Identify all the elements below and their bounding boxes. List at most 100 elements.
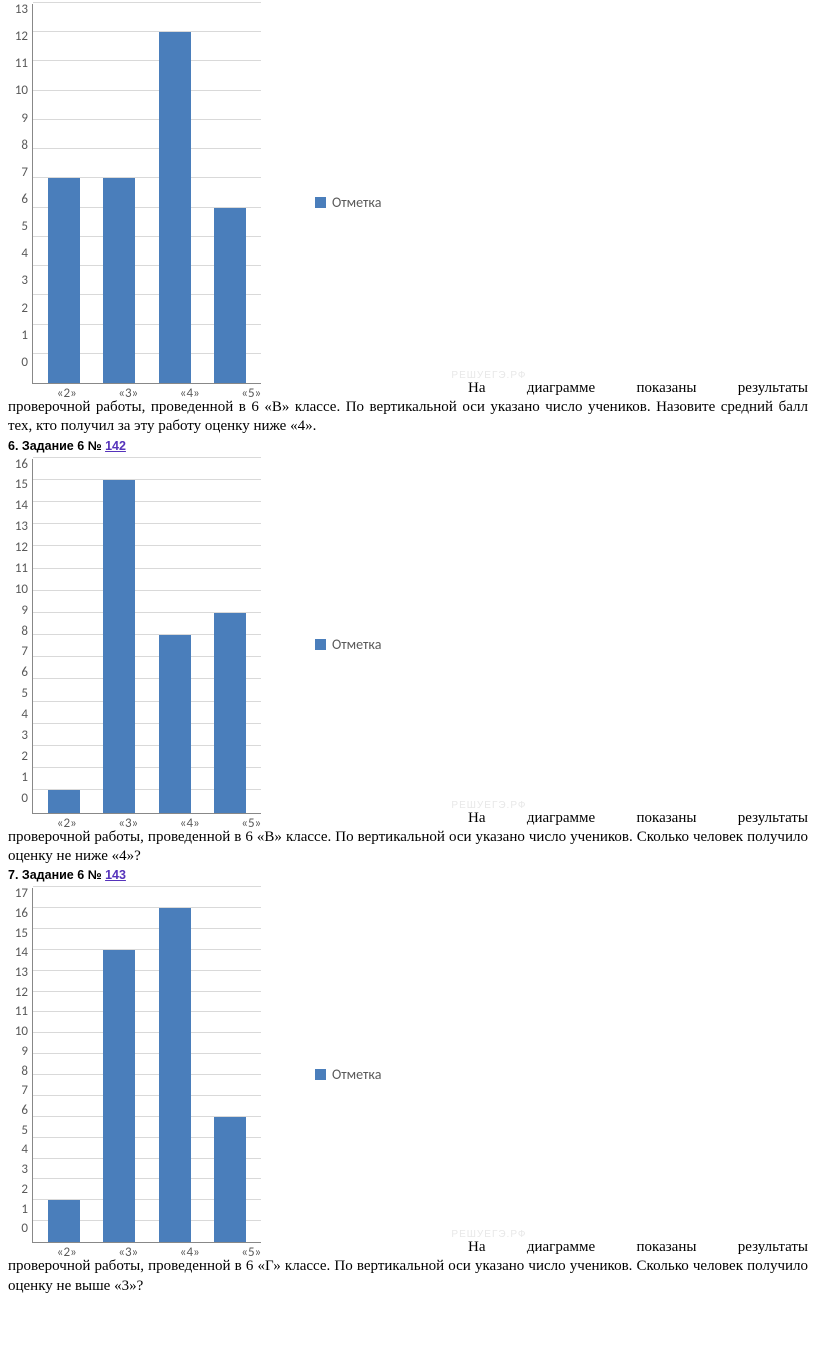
grid-line [33, 1053, 261, 1054]
y-tick-label: 14 [8, 506, 28, 527]
bar-chart: 01234567891011121314151617«2»«3»«4»«5» [8, 888, 285, 1260]
y-tick-label: 8 [8, 632, 28, 653]
bar [214, 1117, 246, 1242]
legend-label: Отметка [332, 194, 381, 211]
y-tick-label: 5 [8, 694, 28, 715]
y-tick-label: 15 [8, 485, 28, 506]
y-tick-label: 4 [8, 254, 28, 281]
grid-line [33, 148, 261, 149]
bar [159, 908, 191, 1242]
y-tick-label: 10 [8, 590, 28, 611]
y-tick-label: 13 [8, 10, 28, 37]
plot-area [33, 459, 261, 814]
y-tick-label: 0 [8, 1229, 28, 1249]
grid-line [33, 590, 261, 591]
task-body: проверочной работы, проведенной в 6 «В» … [8, 399, 808, 434]
bar [103, 950, 135, 1242]
y-tick-label: 0 [8, 799, 28, 820]
y-tick-label: 9 [8, 119, 28, 146]
grid-line [33, 568, 261, 569]
y-tick-label: 7 [8, 1091, 28, 1111]
bar [103, 178, 135, 383]
grid-line [33, 90, 261, 91]
y-tick-label: 1 [8, 778, 28, 799]
y-tick-label: 8 [8, 146, 28, 173]
bar [159, 32, 191, 383]
y-tick-label: 10 [8, 91, 28, 118]
y-tick-label: 15 [8, 934, 28, 954]
plot-area [33, 888, 261, 1243]
grid-line [33, 31, 261, 32]
grid-line [33, 501, 261, 502]
y-tick-label: 11 [8, 569, 28, 590]
bar [48, 178, 80, 383]
legend-label: Отметка [332, 1066, 381, 1083]
y-tick-label: 6 [8, 200, 28, 227]
grid-line [33, 991, 261, 992]
grid-line [33, 949, 261, 950]
grid-line [33, 886, 261, 887]
grid-line [33, 2, 261, 3]
y-tick-label: 0 [8, 363, 28, 390]
y-tick-label: 2 [8, 757, 28, 778]
grid-line [33, 1095, 261, 1096]
legend-swatch [315, 1069, 326, 1080]
plot-area [33, 4, 261, 384]
bar [48, 790, 80, 812]
y-tick-label: 3 [8, 281, 28, 308]
grid-line [33, 523, 261, 524]
grid-line [33, 970, 261, 971]
bar-chart: 012345678910111213«2»«3»«4»«5» [8, 4, 285, 401]
grid-line [33, 545, 261, 546]
y-axis: 012345678910111213 [8, 4, 33, 384]
y-tick-label: 7 [8, 652, 28, 673]
bar [214, 613, 246, 813]
y-axis: 012345678910111213141516 [8, 459, 33, 814]
legend-swatch [315, 197, 326, 208]
y-tick-label: 4 [8, 715, 28, 736]
bar-chart: 012345678910111213141516«2»«3»«4»«5» [8, 459, 285, 831]
task-heading-prefix: 7. Задание 6 № [8, 868, 105, 882]
y-tick-label: 12 [8, 37, 28, 64]
y-tick-label: 12 [8, 548, 28, 569]
y-axis: 01234567891011121314151617 [8, 888, 33, 1243]
y-tick-label: 11 [8, 1012, 28, 1032]
y-tick-label: 8 [8, 1072, 28, 1092]
y-tick-label: 5 [8, 227, 28, 254]
y-tick-label: 12 [8, 993, 28, 1013]
y-tick-label: 16 [8, 465, 28, 486]
grid-line [33, 1074, 261, 1075]
grid-line [33, 1011, 261, 1012]
task-number-link[interactable]: 143 [105, 868, 126, 882]
y-tick-label: 1 [8, 336, 28, 363]
grid-line [33, 457, 261, 458]
y-tick-label: 2 [8, 1190, 28, 1210]
bar [103, 480, 135, 813]
y-tick-label: 16 [8, 914, 28, 934]
y-tick-label: 14 [8, 953, 28, 973]
legend-swatch [315, 639, 326, 650]
grid-line [33, 928, 261, 929]
bar [159, 635, 191, 813]
y-tick-label: 9 [8, 611, 28, 632]
task-heading: 7. Задание 6 № 143 [8, 868, 808, 882]
task-body: проверочной работы, проведенной в 6 «Г» … [8, 1258, 808, 1293]
task-heading-prefix: 6. Задание 6 № [8, 439, 105, 453]
task-number-link[interactable]: 142 [105, 439, 126, 453]
grid-line [33, 907, 261, 908]
grid-line [33, 60, 261, 61]
task-body: проверочной работы, проведенной в 6 «В» … [8, 829, 808, 864]
legend-label: Отметка [332, 636, 381, 653]
y-tick-label: 5 [8, 1131, 28, 1151]
legend: Отметка [315, 1066, 381, 1083]
task-heading: 6. Задание 6 № 142 [8, 439, 808, 453]
legend: Отметка [315, 636, 381, 653]
y-tick-label: 3 [8, 736, 28, 757]
bar [214, 208, 246, 383]
grid-line [33, 119, 261, 120]
grid-line [33, 1032, 261, 1033]
y-tick-label: 11 [8, 64, 28, 91]
bar [48, 1200, 80, 1242]
legend: Отметка [315, 194, 381, 211]
y-tick-label: 13 [8, 527, 28, 548]
